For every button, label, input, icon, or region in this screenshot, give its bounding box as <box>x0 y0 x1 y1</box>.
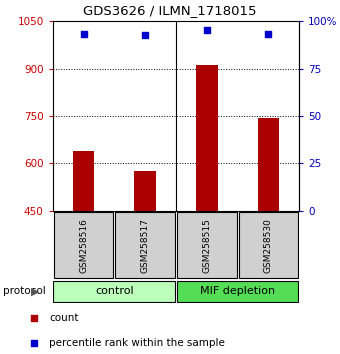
Text: GDS3626 / ILMN_1718015: GDS3626 / ILMN_1718015 <box>83 4 257 17</box>
Text: protocol: protocol <box>3 286 46 296</box>
Bar <box>73 151 94 211</box>
Bar <box>258 118 279 211</box>
Bar <box>177 212 237 278</box>
Text: GSM258530: GSM258530 <box>264 218 273 273</box>
Bar <box>53 281 175 302</box>
Text: GSM258515: GSM258515 <box>202 218 211 273</box>
Point <box>31 315 37 321</box>
Text: count: count <box>49 313 79 323</box>
Text: ▶: ▶ <box>31 286 40 296</box>
Text: GSM258516: GSM258516 <box>79 218 88 273</box>
Point <box>142 33 148 38</box>
Text: control: control <box>95 286 134 296</box>
Point <box>266 31 271 36</box>
Bar <box>196 65 218 211</box>
Bar <box>134 171 156 211</box>
Bar <box>115 212 175 278</box>
Point <box>31 340 37 346</box>
Bar <box>177 281 299 302</box>
Text: MIF depletion: MIF depletion <box>200 286 275 296</box>
Bar <box>239 212 298 278</box>
Bar <box>54 212 113 278</box>
Text: percentile rank within the sample: percentile rank within the sample <box>49 338 225 348</box>
Point <box>204 27 209 33</box>
Text: GSM258517: GSM258517 <box>141 218 150 273</box>
Point <box>81 31 86 36</box>
